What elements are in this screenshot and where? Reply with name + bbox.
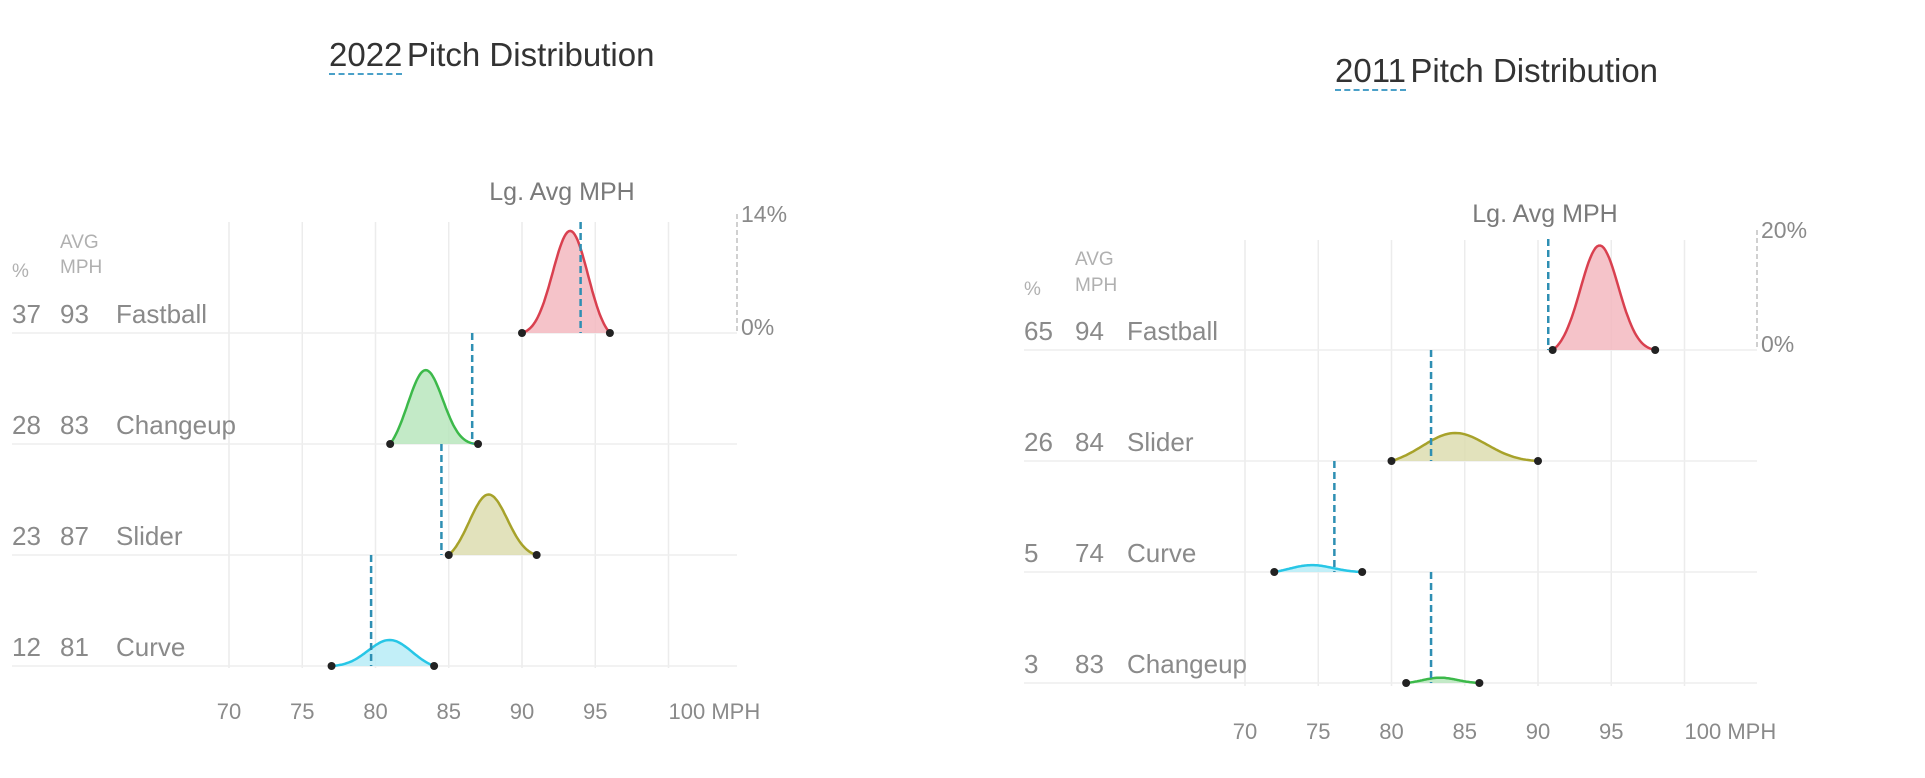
density-area (448, 494, 537, 555)
density-line (1391, 431, 1539, 463)
pitch-pct: 12 (12, 632, 41, 662)
pitch-avg-mph: 84 (1075, 427, 1104, 457)
pitch-avg-mph: 94 (1075, 316, 1104, 346)
x-tick-label: 90 (510, 699, 534, 724)
pitch-name: Curve (1127, 538, 1196, 568)
header-mph: MPH (60, 257, 102, 278)
min-point (1387, 457, 1396, 465)
min-point (386, 440, 395, 448)
x-tick-label: 85 (1453, 719, 1477, 744)
pitch-pct: 65 (1024, 316, 1053, 346)
density-line (521, 229, 611, 335)
pitch-name: Changeup (116, 410, 236, 440)
x-tick-label: 70 (1233, 719, 1257, 744)
chart-2022: 2022 Pitch Distribution % AVG MPH 37 93 Fastb… (0, 0, 960, 778)
chart-title: 2022 Pitch Distribution (329, 36, 655, 75)
x-tick-label: 100 MPH (669, 699, 761, 724)
pitch-name: Curve (116, 632, 185, 662)
pitch-pct: 3 (1024, 649, 1038, 679)
max-point (1475, 679, 1484, 687)
title-year[interactable]: 2011 (1335, 52, 1406, 91)
header-pct: % (12, 261, 29, 282)
pitch-name: Fastball (116, 299, 207, 329)
density-line (447, 493, 538, 557)
pitch-avg-mph: 81 (60, 632, 89, 662)
pitch-pct: 28 (12, 410, 41, 440)
max-point (430, 662, 439, 670)
density-line (1406, 676, 1480, 685)
min-point (518, 329, 526, 337)
max-point (532, 551, 541, 559)
pitch-pct: 23 (12, 521, 41, 551)
min-point (1548, 346, 1557, 354)
min-point (444, 551, 453, 559)
density-area (1391, 433, 1538, 461)
pitch-avg-mph: 74 (1075, 538, 1104, 568)
max-point (474, 440, 483, 448)
density-area (1552, 245, 1656, 350)
max-point (1651, 346, 1660, 354)
ridgeline-plot: % AVG MPH 65 94 Fastball 26 84 Slider 5 74 Curve 3 83… (1024, 200, 1807, 744)
header-avg: AVG (60, 232, 99, 253)
chart-title: 2011 Pitch Distribution (1335, 52, 1659, 91)
max-point (1534, 457, 1542, 465)
max-point (1358, 568, 1367, 576)
pitch-name: Fastball (1127, 316, 1218, 346)
league-avg-label: Lg. Avg MPH (1472, 200, 1617, 228)
scale-max-label: 14% (741, 201, 787, 227)
density-line (1551, 244, 1656, 352)
pitch-pct: 37 (12, 299, 41, 329)
ridgeline-plot: % AVG MPH 37 93 Fastball 28 83 Changeup 23 87 Slide… (12, 178, 787, 724)
chart-2011: 2011 Pitch Distribution % AVG MPH 65 94 Fastb… (1000, 0, 1925, 778)
density-line (389, 368, 479, 446)
title-text: Pitch Distribution (406, 36, 655, 73)
scale-min-label: 0% (1761, 331, 1794, 357)
pitch-name: Changeup (1127, 649, 1247, 679)
header-avg: AVG (1075, 249, 1114, 270)
pitch-pct: 26 (1024, 427, 1053, 457)
x-tick-label: 80 (363, 699, 387, 724)
scale-max-label: 20% (1761, 217, 1807, 243)
x-tick-label: 75 (1306, 719, 1330, 744)
pitch-avg-mph: 87 (60, 521, 89, 551)
density-line (1274, 563, 1363, 574)
pitch-name: Slider (1127, 427, 1194, 457)
x-tick-label: 75 (290, 699, 314, 724)
title-year[interactable]: 2022 (329, 36, 403, 75)
title-text: Pitch Distribution (1410, 52, 1659, 89)
x-tick-label: 95 (583, 699, 607, 724)
pitch-avg-mph: 93 (60, 299, 89, 329)
max-point (605, 329, 614, 337)
header-pct: % (1024, 279, 1041, 300)
pitch-avg-mph: 83 (60, 410, 89, 440)
min-point (327, 662, 336, 670)
pitch-name: Slider (116, 521, 183, 551)
x-tick-label: 70 (217, 699, 241, 724)
x-tick-label: 80 (1379, 719, 1403, 744)
min-point (1402, 679, 1411, 687)
pitch-avg-mph: 83 (1075, 649, 1104, 679)
density-area (390, 370, 479, 444)
x-tick-label: 85 (437, 699, 461, 724)
x-tick-label: 95 (1599, 719, 1623, 744)
density-line (331, 638, 435, 668)
league-avg-label: Lg. Avg MPH (489, 178, 634, 206)
scale-min-label: 0% (741, 314, 774, 340)
header-mph: MPH (1075, 275, 1117, 296)
density-area (522, 230, 610, 333)
min-point (1270, 568, 1279, 576)
x-tick-label: 100 MPH (1685, 719, 1777, 744)
x-tick-label: 90 (1526, 719, 1550, 744)
pitch-pct: 5 (1024, 538, 1038, 568)
